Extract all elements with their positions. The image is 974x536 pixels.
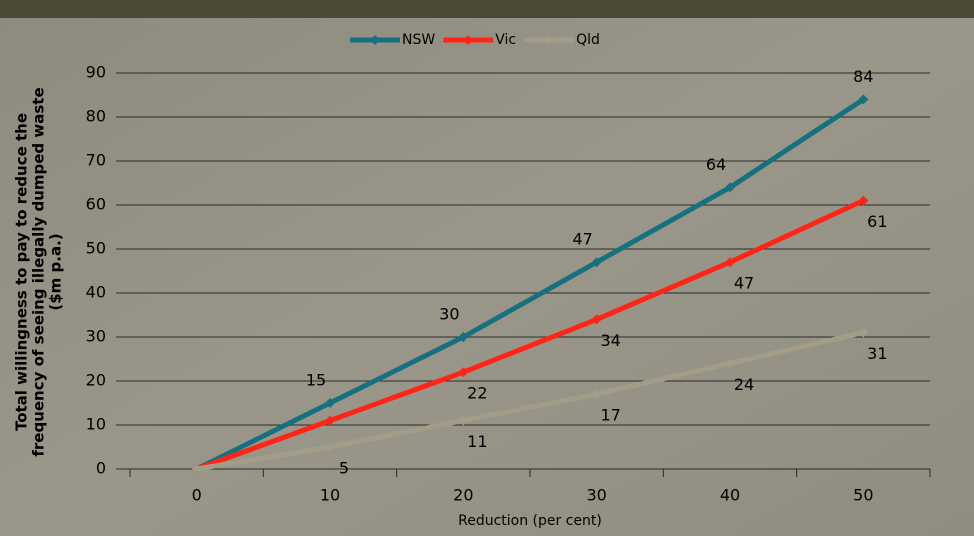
- data-label: 17: [600, 406, 620, 425]
- legend-marker: [544, 35, 555, 45]
- data-label: 84: [853, 67, 873, 86]
- series-line: [195, 198, 865, 472]
- legend-marker: [370, 35, 380, 45]
- legend-label: Vic: [495, 32, 516, 48]
- point: [725, 182, 735, 193]
- point: [191, 464, 202, 474]
- y-tick-label: 60: [86, 195, 106, 214]
- y-tick-label: 30: [86, 327, 106, 346]
- data-label: 31: [867, 344, 887, 363]
- y-axis-title-line: ($m p.a.): [47, 233, 65, 310]
- point: [325, 415, 335, 426]
- legend-label: NSW: [402, 32, 435, 48]
- point: [725, 257, 735, 268]
- point: [458, 332, 469, 342]
- data-label: 11: [467, 432, 487, 451]
- x-tick-label: 50: [853, 486, 873, 505]
- legend-label: Qld: [576, 32, 600, 48]
- x-tick-label: 10: [320, 486, 340, 505]
- point: [591, 314, 602, 325]
- data-label: 24: [734, 375, 754, 394]
- data-label: 5: [339, 459, 349, 478]
- y-tick-label: 0: [96, 459, 106, 478]
- data-label: 30: [439, 305, 459, 324]
- point: [858, 94, 869, 105]
- point: [325, 398, 335, 408]
- series-line: [195, 97, 865, 472]
- point: [325, 442, 335, 452]
- data-label: 22: [467, 384, 487, 403]
- y-axis-title-line: frequency of seeing illegally dumped was…: [30, 87, 48, 456]
- x-tick-label: 0: [192, 486, 202, 505]
- y-tick-label: 70: [86, 151, 106, 170]
- x-axis-title: Reduction (per cent): [458, 513, 602, 529]
- x-tick-label: 40: [720, 486, 740, 505]
- y-tick-label: 10: [86, 415, 106, 434]
- x-tick-label: 20: [453, 486, 473, 505]
- x-tick-label: 30: [586, 486, 606, 505]
- y-tick-label: 50: [86, 239, 106, 258]
- data-label: 61: [867, 212, 887, 231]
- point: [591, 257, 602, 268]
- point: [591, 389, 602, 400]
- y-tick-label: 90: [86, 63, 106, 82]
- point: [725, 358, 735, 369]
- point: [458, 367, 469, 378]
- y-tick-label: 20: [86, 371, 106, 390]
- y-axis-title-line: Total willingness to pay to reduce the: [13, 113, 31, 431]
- data-label: 47: [572, 230, 592, 249]
- top-bar: [0, 0, 974, 18]
- point: [858, 327, 869, 338]
- data-label: 15: [306, 371, 326, 390]
- point: [858, 195, 869, 206]
- data-label: 64: [706, 155, 726, 174]
- point: [458, 415, 469, 426]
- y-tick-label: 40: [86, 283, 106, 302]
- data-label: 34: [600, 331, 620, 350]
- legend-marker: [463, 35, 474, 45]
- series-line: [196, 330, 864, 472]
- data-label: 47: [734, 274, 754, 293]
- y-axis-title: Total willingness to pay to reduce the f…: [13, 87, 65, 456]
- y-tick-label: 80: [86, 107, 106, 126]
